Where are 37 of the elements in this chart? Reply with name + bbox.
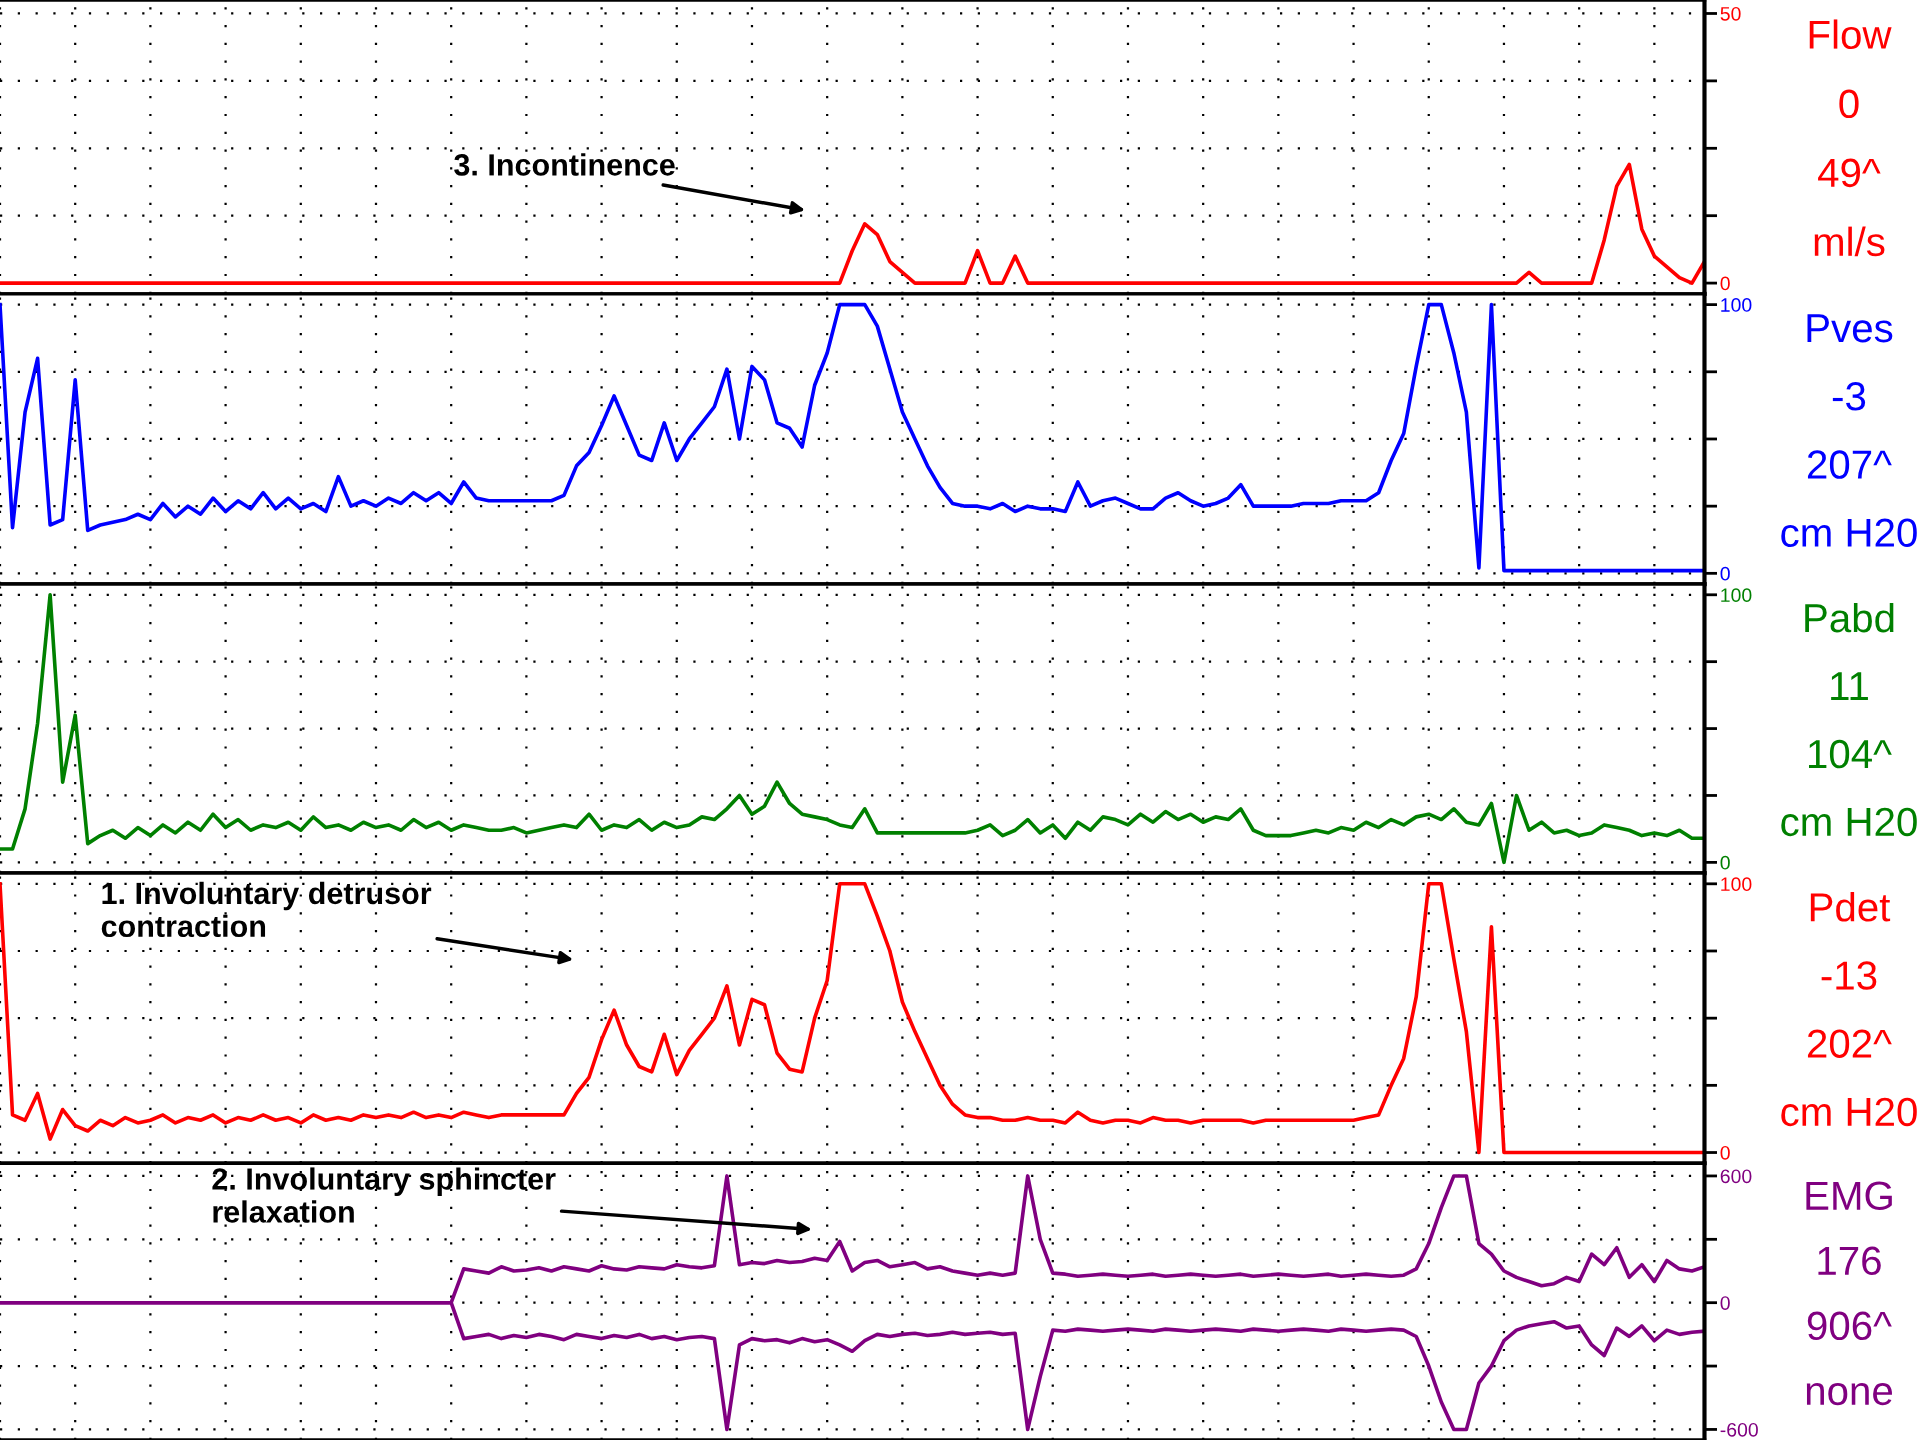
y-tick-label: 600: [1720, 1169, 1752, 1184]
y-tick-label: 100: [1721, 877, 1752, 892]
annotation: 3. Incontinence: [454, 153, 675, 176]
y-axis-title: Pabd: [1805, 602, 1894, 633]
text: -13: [1821, 961, 1877, 990]
y-tick-label: 0: [1720, 1145, 1730, 1160]
text: 207^: [1807, 450, 1892, 479]
text: -3: [1832, 382, 1866, 411]
text: 49^: [1818, 158, 1881, 188]
text: none: [1806, 1383, 1892, 1406]
text: 0: [1839, 89, 1859, 119]
text: 202^: [1807, 1029, 1892, 1058]
y-axis-title: Flow: [1809, 19, 1892, 50]
y-tick-label: 100: [1721, 298, 1752, 312]
y-axis-title: Pdet: [1810, 892, 1891, 922]
text: 11: [1831, 672, 1868, 700]
text: cm H20: [1781, 1097, 1917, 1127]
text: cm H20: [1781, 807, 1917, 837]
y-tick-label: 0: [1720, 276, 1730, 291]
annotation: 2. Involuntary sphincter relaxation: [212, 1167, 556, 1223]
text: 906^: [1807, 1311, 1892, 1341]
text: cm H20: [1781, 518, 1917, 548]
line-series: [0, 882, 1705, 1155]
y-axis-title: Pves: [1807, 314, 1893, 343]
text: ml/s: [1814, 226, 1885, 257]
y-tick-label: 0: [1720, 855, 1730, 870]
y-axis-title: EMG: [1806, 1181, 1892, 1211]
y-tick-label: 0: [1720, 566, 1730, 581]
y-tick-label: 0: [1720, 1296, 1730, 1310]
y-tick-label: 100: [1721, 588, 1752, 603]
annotation: 1. Involuntary detrusor contraction: [101, 881, 432, 938]
line-series: [0, 592, 1705, 865]
line-series: [0, 302, 1705, 573]
y-tick-label: 50: [1720, 6, 1741, 21]
y-tick-label: -600: [1720, 1422, 1758, 1437]
text: 176: [1818, 1246, 1881, 1276]
text: 104^: [1809, 739, 1892, 769]
